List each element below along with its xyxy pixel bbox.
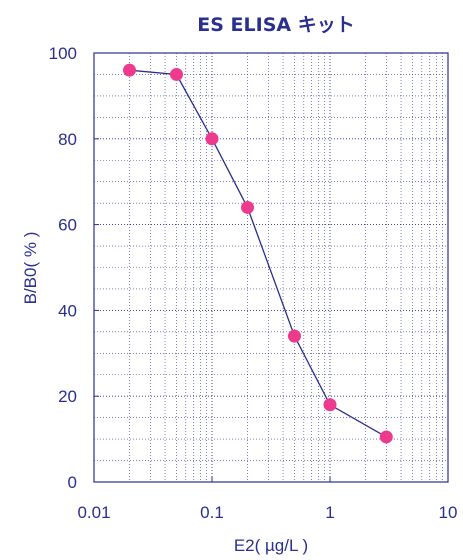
y-tick-label: 100 <box>49 44 77 63</box>
data-point <box>169 67 183 81</box>
data-point <box>379 430 393 444</box>
series-group <box>123 63 393 444</box>
y-tick-label: 20 <box>58 387 77 406</box>
grid <box>94 53 448 482</box>
chart-title: ES ELISA キット <box>197 14 354 36</box>
y-tick-label: 40 <box>58 301 77 320</box>
data-point <box>123 63 137 77</box>
data-point <box>205 132 219 146</box>
y-axis-ticks: 0 20 40 60 80 100 <box>49 44 99 492</box>
data-point <box>323 398 337 412</box>
x-tick-label: 0.1 <box>200 503 224 522</box>
x-axis-label: E2( µg/L ) <box>234 536 308 555</box>
data-point <box>241 200 255 214</box>
plot-frame <box>93 52 449 483</box>
x-tick-label: 0.01 <box>77 503 110 522</box>
x-axis-ticks: 0.01 0.1 1 10 <box>77 477 457 522</box>
y-axis-label: B/B0( % ) <box>21 232 40 305</box>
x-tick-label: 1 <box>325 503 334 522</box>
y-tick-label: 0 <box>68 473 77 492</box>
series-line <box>129 69 387 438</box>
y-tick-label: 80 <box>58 130 77 149</box>
x-tick-label: 10 <box>439 503 458 522</box>
data-point <box>287 329 301 343</box>
y-tick-label: 60 <box>58 216 77 235</box>
